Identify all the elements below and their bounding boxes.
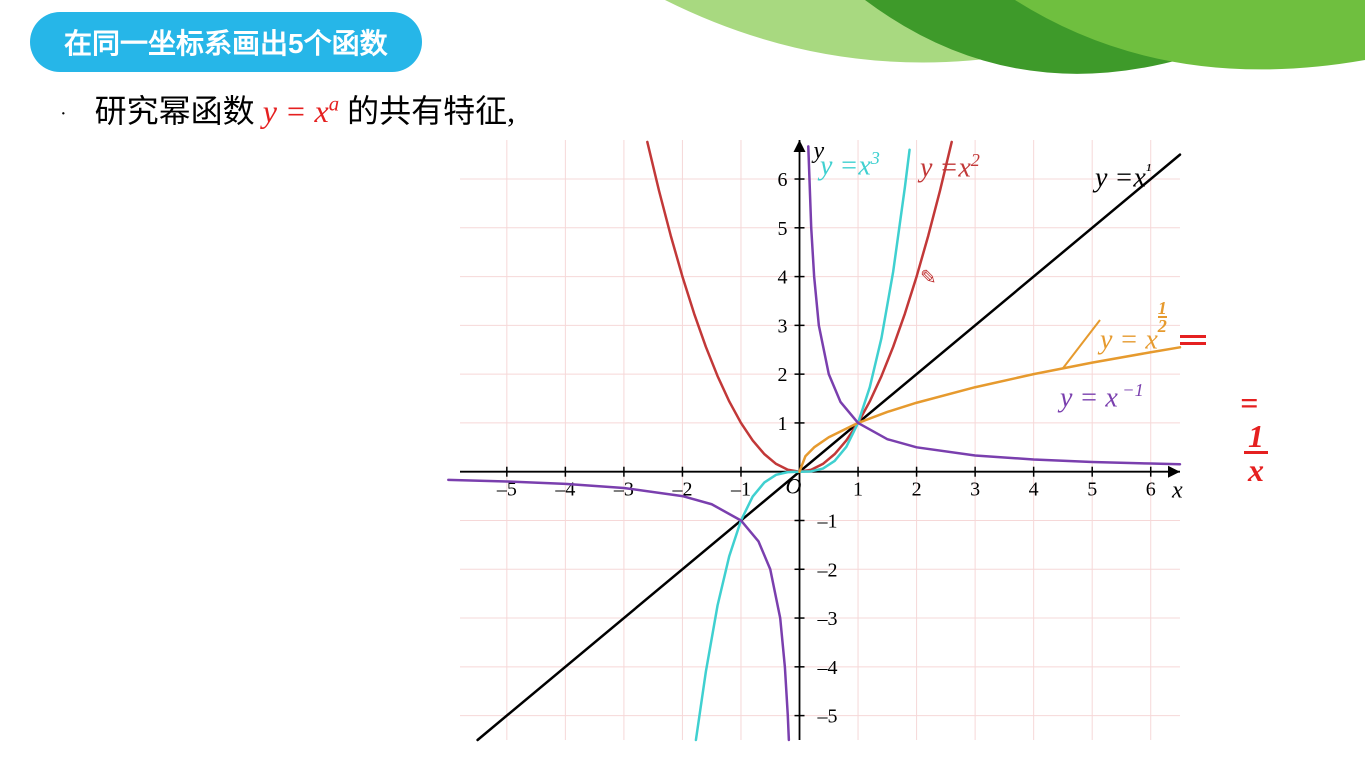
svg-text:5: 5 [778, 218, 788, 240]
svg-text:3: 3 [778, 315, 788, 337]
title-text: 在同一坐标系画出5个函数 [64, 28, 388, 59]
svg-text:–4: –4 [817, 657, 838, 679]
svg-text:3: 3 [970, 479, 980, 501]
svg-text:6: 6 [1146, 479, 1156, 501]
svg-text:2: 2 [912, 479, 922, 501]
annotation-fraction: =1x [1240, 382, 1268, 486]
svg-text:4: 4 [1029, 479, 1039, 501]
svg-text:6: 6 [778, 169, 788, 191]
math-exp: a [329, 92, 339, 115]
chart: –5–4–3–2–1123456–5–4–3–2–1123456Oxy y =x… [440, 130, 1200, 750]
function-label: y =x¹ [1095, 160, 1151, 194]
math-eq: = [277, 93, 315, 129]
svg-text:1: 1 [778, 413, 788, 435]
chart-svg: –5–4–3–2–1123456–5–4–3–2–1123456Oxy [440, 130, 1200, 750]
svg-text:–3: –3 [817, 608, 838, 630]
svg-text:–1: –1 [730, 479, 751, 501]
svg-text:5: 5 [1087, 479, 1097, 501]
subtitle: · 研究幂函数 y = xa 的共有特征, [60, 86, 515, 132]
function-label: y =x3 [820, 148, 880, 182]
bg-leaves [665, 0, 1365, 130]
svg-text:–2: –2 [817, 559, 838, 581]
svg-text:x: x [1171, 478, 1183, 504]
math-y: y [263, 93, 277, 129]
svg-text:–4: –4 [554, 479, 575, 501]
title-pill: 在同一坐标系画出5个函数 [30, 12, 422, 72]
svg-text:2: 2 [778, 364, 788, 386]
bullet-icon: · [60, 103, 67, 125]
svg-text:–1: –1 [817, 510, 838, 532]
function-label: y = x12 [1100, 300, 1167, 356]
svg-text:4: 4 [778, 267, 788, 289]
svg-text:1: 1 [853, 479, 863, 501]
subtitle-post: 的共有特征, [347, 93, 515, 129]
svg-text:–5: –5 [817, 706, 838, 728]
subtitle-pre: 研究幂函数 [95, 93, 255, 129]
function-label: y = x −1 [1060, 380, 1144, 414]
annotation-mark: ✎ [920, 265, 937, 290]
annotation-equals [1180, 335, 1206, 345]
math-x: x [314, 93, 328, 129]
function-label: y =x2 [920, 150, 980, 184]
